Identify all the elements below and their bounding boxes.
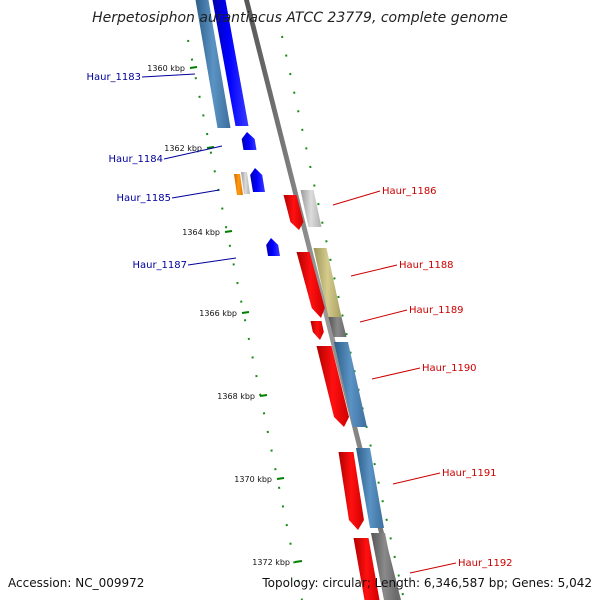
gene-arrow-red [353,538,380,600]
gene-label-right: Haur_1189 [409,305,464,316]
gene-labels: Haur_1183 Haur_1184 Haur_1185 Haur_1187 Haur… [86,72,513,574]
gene-block-blue [212,0,249,126]
gene-label-leader [332,190,381,206]
scale-tick-label: 1362 kbp [164,144,202,153]
gene-label-leader [350,264,398,277]
gene-label-leader [409,562,457,574]
gene-arrow-red [283,195,304,230]
scale-tick-mark [224,230,233,233]
gene-label-right: Haur_1188 [399,260,454,271]
gene-label-leader [187,257,237,266]
scale-tick-label: 1368 kbp [217,392,255,401]
gene-label-left: Haur_1187 [132,260,187,271]
gene-block-steel [195,0,231,128]
gene-arrow-red [296,252,325,318]
gene-label-left: Haur_1184 [108,154,163,165]
gene-arrow-blue [250,168,265,192]
gene-block-dark [328,317,347,337]
gene-label-right: Haur_1191 [442,468,497,479]
gene-features [195,0,398,600]
gene-arrow-blue [241,132,257,150]
scale-ticks: 1360 kbp 1362 kbp 1364 kbp 1366 kbp 1368 kbp… [147,64,303,567]
gene-arrow-red [316,346,350,427]
scale-tick-mark [241,311,250,314]
gene-block-dark [371,533,398,600]
gene-label-right: Haur_1186 [382,186,437,197]
gene-arrow-blue [266,238,280,256]
scale-track [187,39,303,601]
gene-block-orange [234,174,243,195]
scale-tick-label: 1366 kbp [199,309,237,318]
scale-tick-mark [189,66,198,69]
gene-arrow-red [310,321,324,340]
gene-block-steel [334,342,367,427]
scale-tick-mark [276,477,285,480]
feature-track-outer [281,35,405,601]
scale-tick-mark [259,394,268,397]
scale-tick-label: 1364 kbp [182,228,220,237]
gene-label-leader [359,309,408,323]
gene-label-leader [171,189,220,199]
scale-tick-mark [294,560,303,563]
gene-label-right: Haur_1192 [458,558,513,569]
gene-block-olive [313,248,342,317]
scale-tick-label: 1360 kbp [147,64,185,73]
gene-label-leader [371,367,421,380]
gene-label-leader [141,73,196,78]
gene-block-light [241,172,250,194]
gene-block-light [300,190,322,227]
gene-label-leader [163,145,223,160]
genome-summary-text: Topology: circular; Length: 6,346,587 bp… [262,576,592,590]
gene-label-left: Haur_1183 [86,72,141,83]
scale-tick-mark [206,146,215,149]
gene-label-left: Haur_1185 [116,193,171,204]
page-title: Herpetosiphon aurantiacus ATCC 23779, co… [92,10,508,26]
gene-arrow-red [338,452,364,530]
accession-text: Accession: NC_009972 [8,576,145,590]
gene-label-right: Haur_1190 [422,363,477,374]
gene-block-steel [356,448,384,528]
scale-tick-label: 1372 kbp [252,558,290,567]
gene-label-leader [392,472,441,485]
scale-tick-label: 1370 kbp [234,475,272,484]
